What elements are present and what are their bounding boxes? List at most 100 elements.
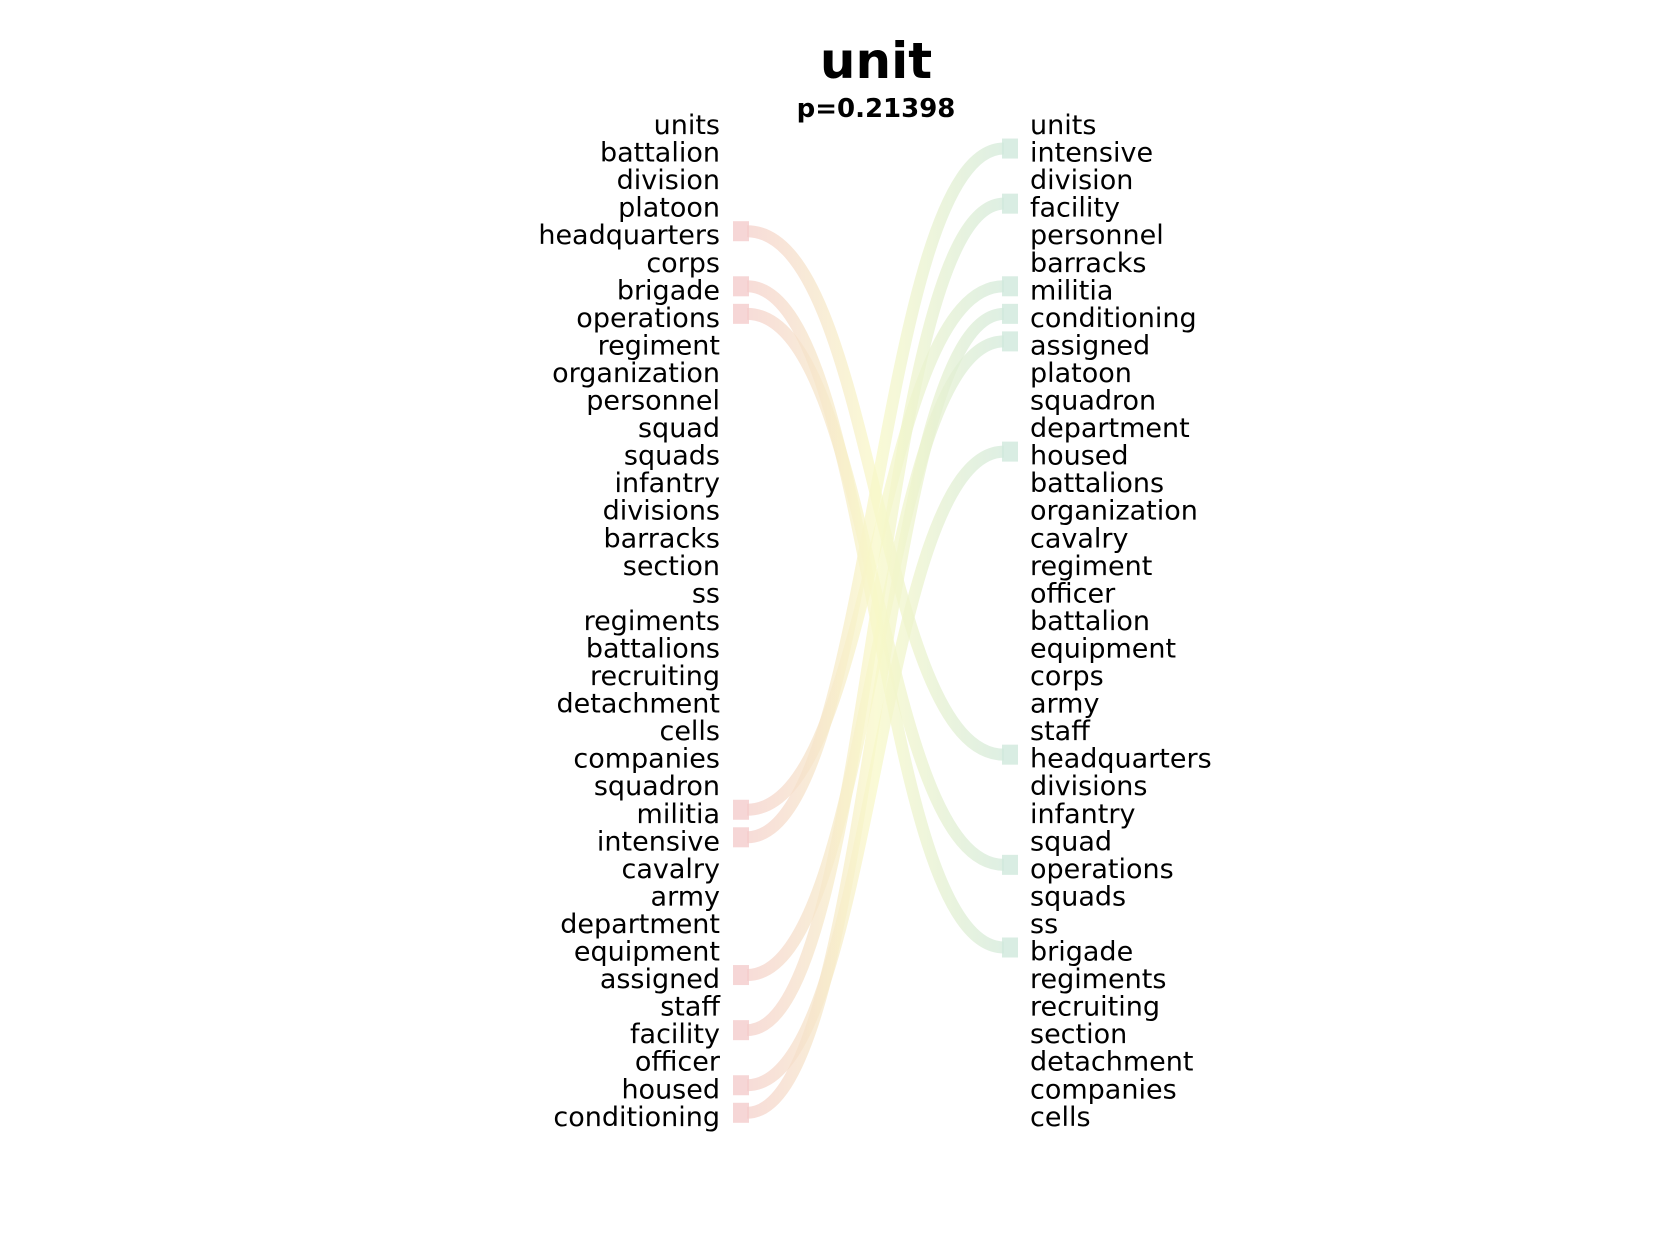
link-right-cap — [1002, 276, 1018, 297]
left-word: organization — [552, 358, 720, 389]
right-word: army — [1030, 689, 1099, 720]
right-word: section — [1030, 1019, 1127, 1050]
left-word: department — [560, 909, 720, 940]
left-word: corps — [646, 248, 720, 279]
right-word: regiments — [1030, 964, 1166, 995]
left-word: personnel — [586, 386, 720, 417]
right-word: officer — [1030, 578, 1116, 609]
right-word: facility — [1030, 193, 1120, 224]
link-left-cap — [733, 1102, 749, 1123]
link-band — [746, 307, 1005, 1119]
left-word: militia — [637, 799, 720, 830]
alignment-link — [733, 441, 1018, 1096]
left-word: divisions — [603, 496, 720, 527]
alignment-link — [733, 303, 1018, 1123]
right-word: personnel — [1030, 220, 1164, 251]
link-band — [746, 197, 1005, 1037]
link-right-cap — [1002, 193, 1018, 214]
link-band — [746, 445, 1005, 1092]
right-word: militia — [1030, 275, 1113, 306]
left-word: battalion — [600, 138, 720, 169]
link-left-cap — [733, 221, 749, 242]
link-left-cap — [733, 965, 749, 986]
left-word: squad — [638, 413, 720, 444]
left-word: officer — [635, 1047, 721, 1078]
right-word: operations — [1030, 854, 1174, 885]
link-left-cap — [733, 827, 749, 848]
left-word: barracks — [603, 523, 720, 554]
left-word: equipment — [574, 937, 720, 968]
left-word: recruiting — [590, 661, 720, 692]
link-right-cap — [1002, 937, 1018, 958]
left-word: ss — [692, 578, 720, 609]
right-word: divisions — [1030, 771, 1147, 802]
left-word: battalions — [586, 633, 720, 664]
right-word: housed — [1030, 441, 1129, 472]
diagram-title: unit — [820, 32, 932, 90]
left-word: assigned — [600, 964, 720, 995]
right-word: squadron — [1030, 386, 1156, 417]
right-word: cavalry — [1030, 523, 1129, 554]
right-word: barracks — [1030, 248, 1147, 279]
left-word: facility — [630, 1019, 720, 1050]
link-left-cap — [733, 1020, 749, 1041]
left-word: squads — [624, 441, 720, 472]
right-word: regiment — [1030, 551, 1152, 582]
link-right-cap — [1002, 303, 1018, 324]
left-word: headquarters — [538, 220, 720, 251]
right-word: staff — [1030, 716, 1091, 747]
right-word: organization — [1030, 496, 1198, 527]
right-word: division — [1030, 165, 1133, 196]
right-word: cells — [1030, 1102, 1091, 1133]
right-word: squads — [1030, 881, 1126, 912]
left-word: brigade — [617, 275, 720, 306]
right-word: battalion — [1030, 606, 1150, 637]
diagram-subtitle: p=0.21398 — [797, 94, 956, 124]
right-word: intensive — [1030, 138, 1153, 169]
left-word: operations — [576, 303, 720, 334]
left-word: units — [654, 110, 720, 141]
link-band — [746, 142, 1005, 844]
right-word: brigade — [1030, 937, 1133, 968]
left-word: platoon — [618, 193, 720, 224]
left-word: section — [623, 551, 720, 582]
right-word: corps — [1030, 661, 1104, 692]
link-right-cap — [1002, 744, 1018, 765]
right-word: units — [1030, 110, 1096, 141]
right-word: platoon — [1030, 358, 1132, 389]
right-word: squad — [1030, 826, 1112, 857]
link-right-cap — [1002, 138, 1018, 159]
right-word: equipment — [1030, 633, 1176, 664]
right-word: department — [1030, 413, 1190, 444]
right-word-column: unitsintensivedivisionfacilitypersonnelb… — [1030, 110, 1212, 1133]
left-word: squadron — [594, 771, 720, 802]
link-band — [746, 280, 1005, 816]
left-word: regiments — [584, 606, 720, 637]
right-word: headquarters — [1030, 744, 1212, 775]
right-word: ss — [1030, 909, 1058, 940]
link-right-cap — [1002, 441, 1018, 462]
alignment-link — [733, 331, 1018, 986]
left-word: army — [651, 881, 720, 912]
link-right-cap — [1002, 331, 1018, 352]
alignment-link — [733, 138, 1018, 848]
links-layer — [733, 138, 1018, 1123]
alignment-link — [733, 193, 1018, 1041]
left-word: cavalry — [622, 854, 721, 885]
link-band — [746, 335, 1005, 982]
right-word: battalions — [1030, 468, 1164, 499]
right-word: infantry — [1030, 799, 1135, 830]
link-left-cap — [733, 303, 749, 324]
left-word: regiment — [598, 330, 720, 361]
left-word: division — [617, 165, 720, 196]
left-word: infantry — [615, 468, 720, 499]
left-word-column: unitsbattaliondivisionplatoonheadquarter… — [538, 110, 721, 1133]
link-left-cap — [733, 799, 749, 820]
right-word: companies — [1030, 1074, 1177, 1105]
right-word: conditioning — [1030, 303, 1197, 334]
left-word: conditioning — [553, 1102, 720, 1133]
right-word: assigned — [1030, 330, 1150, 361]
left-word: detachment — [557, 689, 720, 720]
